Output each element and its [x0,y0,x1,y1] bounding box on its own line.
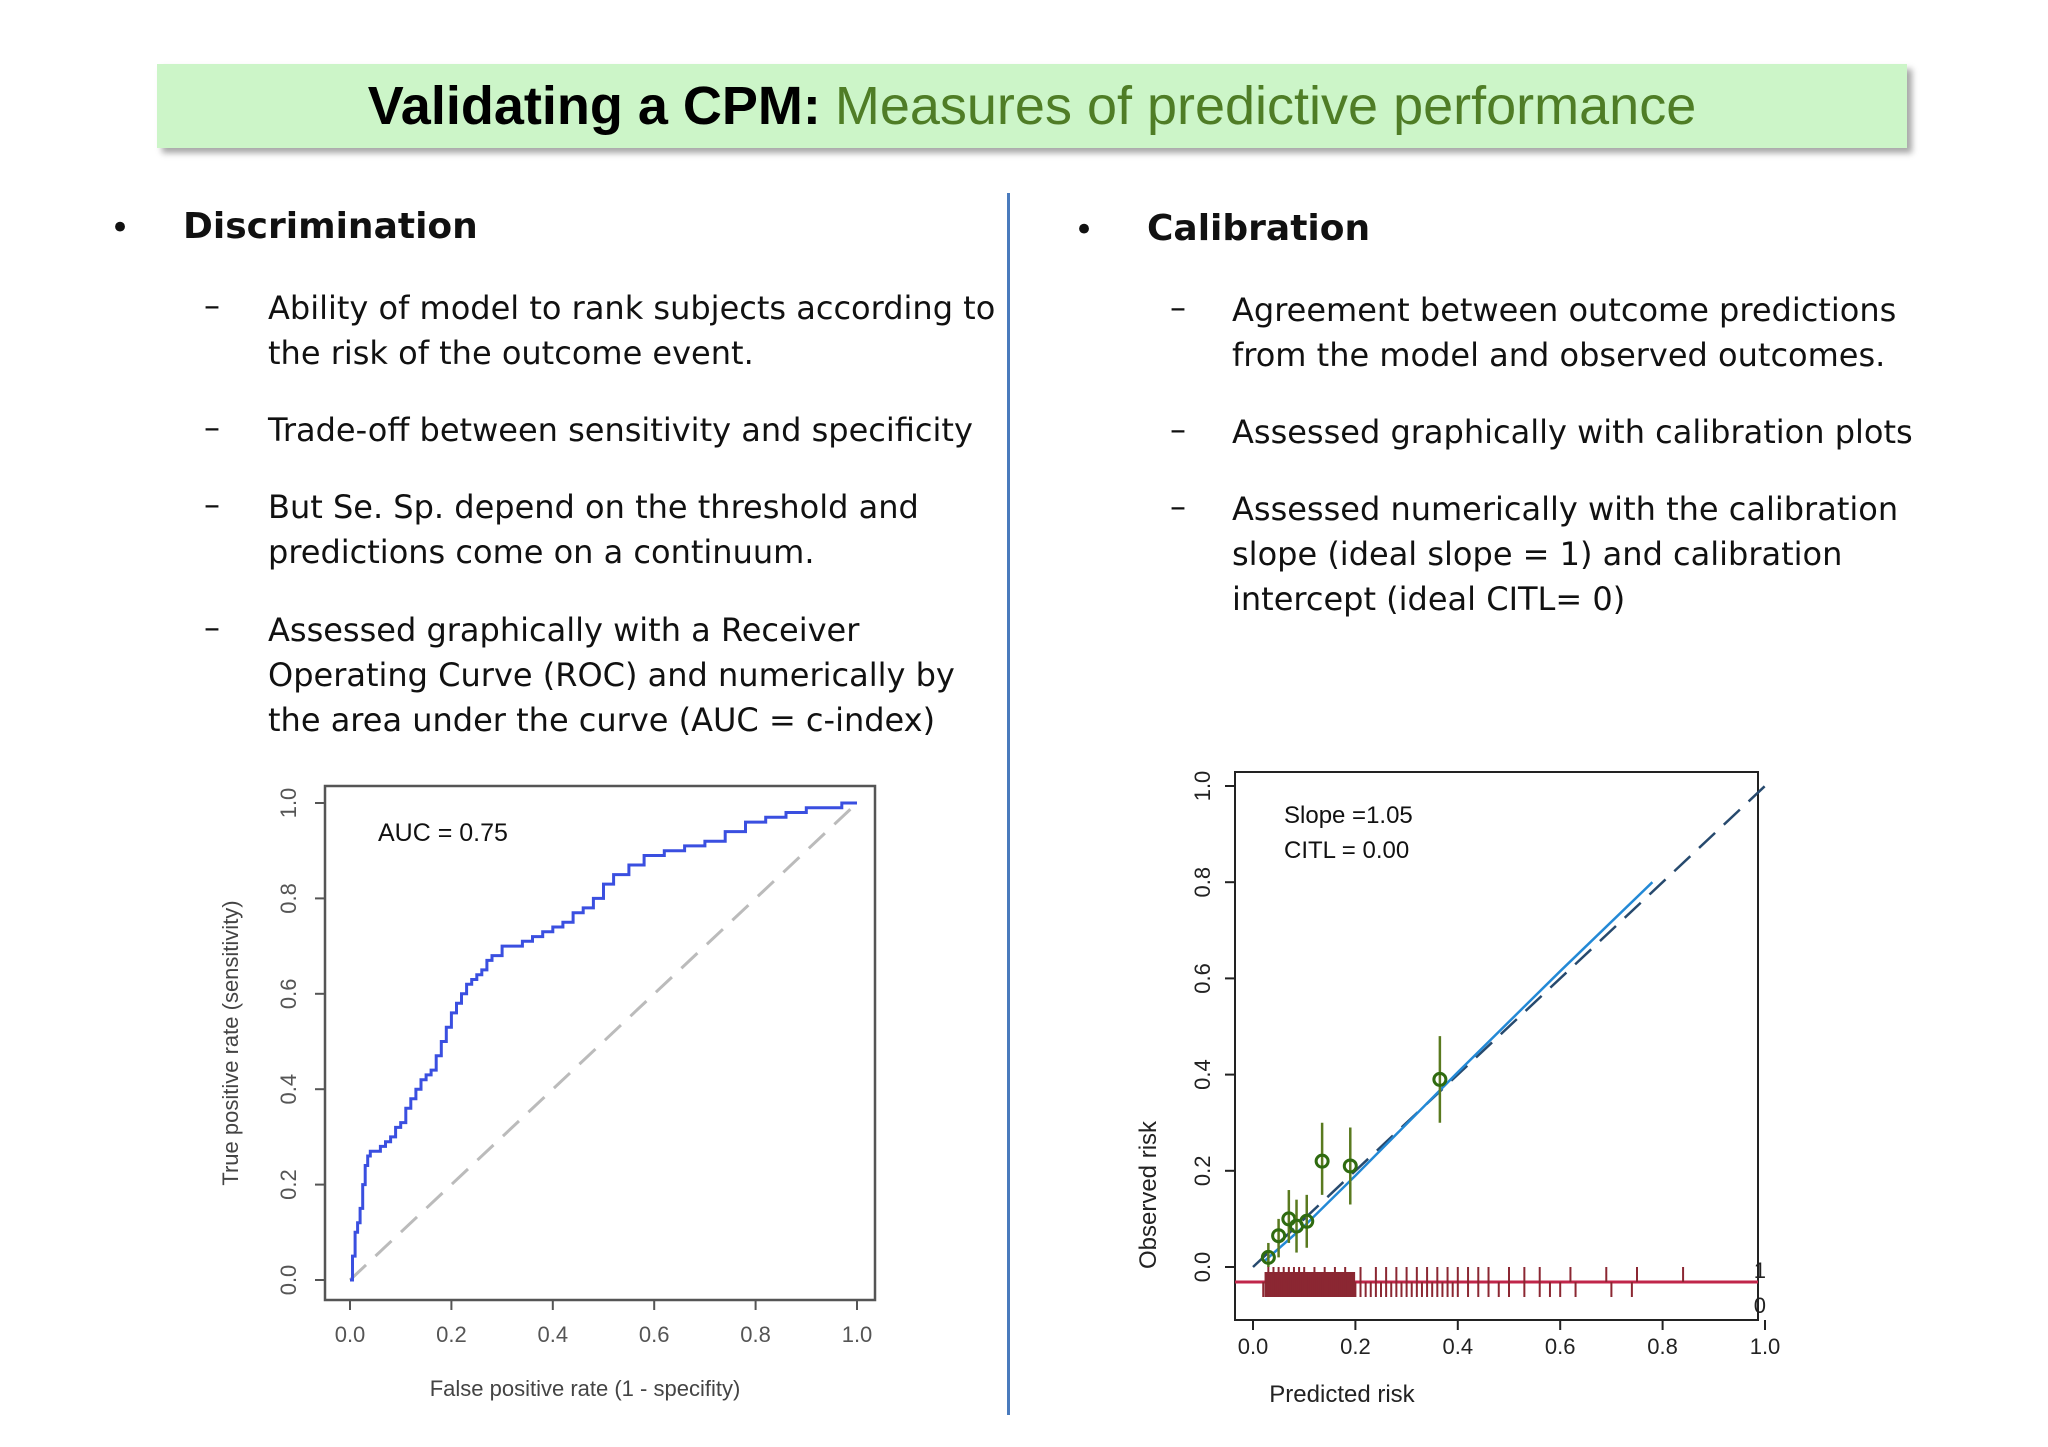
calibration-fit-line [1262,881,1654,1264]
calibration-x-tick-label: 0.0 [1238,1334,1269,1359]
calibration-point-line: intercept (ideal CITL= 0) [1232,580,1626,618]
roc-y-tick-label: 0.0 [276,1265,301,1296]
discrimination-point-line: Ability of model to rank subjects accord… [268,289,996,327]
roc-y-tick-label: 0.2 [276,1169,301,1200]
calibration-x-tick-label: 1.0 [1750,1334,1781,1359]
dash-icon: – [204,608,220,646]
roc-diagonal-line [348,801,859,1282]
roc-y-tick-label: 1.0 [276,788,301,819]
calibration-point [1314,1153,1330,1169]
roc-y-axis-label: True positive rate (sensitivity) [218,900,243,1185]
calibration-y-tick-label: 0.6 [1190,963,1215,994]
dash-icon: – [204,408,220,446]
title-bold: Validating a CPM: [367,76,821,136]
calibration-y-tick-label: 0.8 [1190,867,1215,898]
roc-x-axis-label: False positive rate (1 - specifity) [430,1376,741,1401]
discrimination-point: Trade-off between sensitivity and specif… [268,408,973,453]
roc-y-tick-label: 0.6 [276,979,301,1010]
calibration-x-tick-label: 0.8 [1647,1334,1678,1359]
discrimination-point-line: predictions come on a continuum. [268,533,815,571]
discrimination-heading: Discrimination [183,206,478,247]
calibration-y-tick-label: 1.0 [1190,771,1215,802]
calibration-point [1299,1213,1315,1229]
roc-plot-frame [323,784,877,1302]
calibration-chart: 0.0 0.2 0.4 0.6 0.8 1.0 0.0 0.2 0.4 0.6 0.8 1.0 Slo… [1135,771,1780,1408]
rug-label-0: 0 [1754,1293,1766,1318]
roc-y-tick-label: 0.4 [276,1074,301,1105]
calibration-x-tick-label: 0.2 [1340,1334,1371,1359]
calibration-point-line: Agreement between outcome predictions [1232,291,1897,329]
roc-curve [350,801,857,1282]
bullet-icon: • [1074,210,1095,250]
slide-title: Validating a CPM: Measures of predictive… [157,64,1907,148]
rug-label-1: 1 [1754,1258,1766,1283]
roc-chart: 0.0 0.2 0.4 0.6 0.8 1.0 0.0 0.2 0.4 0.6 0.8 1.0 AUC… [218,784,877,1401]
roc-x-tick-label: 0.2 [436,1322,467,1347]
calibration-citl-annotation: CITL = 0.00 [1284,837,1409,864]
calibration-slope-annotation: Slope =1.05 [1284,802,1413,829]
discrimination-point-line: Assessed graphically with a Receiver [268,611,860,649]
dash-icon: – [204,286,220,324]
title-rest: Measures of predictive performance [834,76,1697,136]
discrimination-point: Ability of model to rank subjects accord… [268,286,995,376]
bullet-icon: • [110,208,131,248]
discrimination-point-line: Trade-off between sensitivity and specif… [268,411,973,449]
calibration-axis-ticks: 0.0 0.2 0.4 0.6 0.8 1.0 0.0 0.2 0.4 0.6 0.8 1.0 [1190,771,1780,1359]
calibration-ideal-line [1252,785,1766,1268]
roc-x-tick-label: 0.0 [335,1322,366,1347]
calibration-points [1260,1036,1448,1267]
discrimination-point-line: Operating Curve (ROC) and numerically by [268,656,955,694]
discrimination-point: But Se. Sp. depend on the threshold and p… [268,485,919,575]
calibration-point-line: Assessed numerically with the calibratio… [1232,490,1899,528]
calibration-point [1432,1071,1448,1087]
calibration-point-line: slope (ideal slope = 1) and calibration [1232,535,1843,573]
calibration-y-tick-label: 0.4 [1190,1059,1215,1090]
calibration-point [1271,1228,1287,1244]
calibration-rug [1235,1267,1758,1297]
roc-x-tick-label: 0.4 [538,1322,569,1347]
column-divider [1007,193,1010,1415]
roc-x-tick-label: 0.6 [639,1322,670,1347]
calibration-x-tick-label: 0.4 [1443,1334,1474,1359]
calibration-point-line: from the model and observed outcomes. [1232,336,1886,374]
calibration-y-axis-label: Observed risk [1135,1120,1162,1269]
dash-icon: – [1170,410,1186,448]
calibration-y-tick-label: 0.0 [1190,1252,1215,1283]
dash-icon: – [204,485,220,523]
calibration-point: Assessed numerically with the calibratio… [1232,487,1898,622]
calibration-point [1260,1249,1276,1265]
calibration-y-tick-label: 0.2 [1190,1156,1215,1187]
discrimination-point-line: the risk of the outcome event. [268,334,754,372]
roc-auc-annotation: AUC = 0.75 [378,819,508,847]
calibration-heading: Calibration [1147,208,1371,249]
discrimination-point: Assessed graphically with a Receiver Oper… [268,608,955,743]
dash-icon: – [1170,288,1186,326]
calibration-point: Assessed graphically with calibration pl… [1232,410,1913,455]
roc-axis-ticks: 0.0 0.2 0.4 0.6 0.8 1.0 0.0 0.2 0.4 0.6 0.8 1.0 [276,788,872,1347]
discrimination-point-line: But Se. Sp. depend on the threshold and [268,488,919,526]
calibration-point: Agreement between outcome predictions fro… [1232,288,1896,378]
calibration-point [1342,1158,1358,1174]
roc-x-tick-label: 0.8 [740,1322,771,1347]
discrimination-point-line: the area under the curve (AUC = c-index) [268,701,936,739]
roc-y-tick-label: 0.8 [276,883,301,914]
calibration-plot-frame [1234,771,1759,1321]
calibration-x-tick-label: 0.6 [1545,1334,1576,1359]
dash-icon: – [1170,487,1186,525]
calibration-point-line: Assessed graphically with calibration pl… [1232,413,1913,451]
calibration-x-axis-label: Predicted risk [1269,1381,1415,1408]
roc-x-tick-label: 1.0 [842,1322,873,1347]
